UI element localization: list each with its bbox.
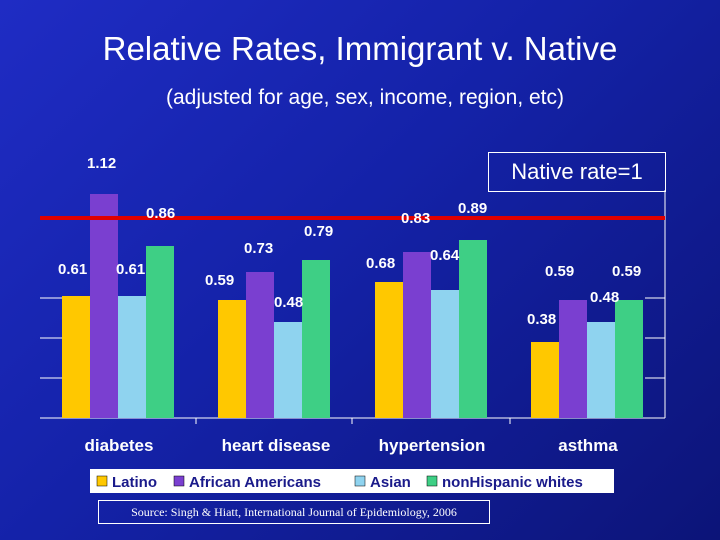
legend-swatch: [173, 475, 185, 487]
slide-subtitle: (adjusted for age, sex, income, region, …: [165, 86, 565, 109]
bar: [459, 240, 487, 418]
slide-title: Relative Rates, Immigrant v. Native: [102, 30, 618, 67]
data-label: 0.61: [58, 261, 87, 278]
data-label: 0.59: [545, 263, 574, 280]
legend-swatch: [96, 475, 108, 487]
chart-category-labels: diabetes heart disease hypertension asthma: [85, 436, 619, 455]
bar: [615, 300, 643, 418]
legend-label: nonHispanic whites: [442, 474, 583, 491]
legend-label: Asian: [370, 474, 411, 491]
bar: [274, 322, 302, 418]
bar: [587, 322, 615, 418]
category-label: heart disease: [222, 436, 331, 455]
bar: [302, 260, 330, 418]
native-rate-note: Native rate=1: [488, 152, 666, 192]
data-label: 0.59: [612, 263, 641, 280]
legend-swatch: [426, 475, 438, 487]
bar: [403, 252, 431, 418]
data-label: 0.68: [366, 255, 395, 272]
data-label: 0.61: [116, 261, 145, 278]
bar: [375, 282, 403, 418]
bar: [431, 290, 459, 418]
chart-bars: [62, 194, 643, 418]
data-label: 0.59: [205, 272, 234, 289]
chart-legend: Latino African Americans Asian nonHispanic …: [90, 469, 614, 493]
category-label: diabetes: [85, 436, 154, 455]
legend-label: African Americans: [189, 474, 321, 491]
data-label: 0.64: [430, 247, 460, 264]
chart-value-labels: 0.61 1.12 0.61 0.86 0.59 0.73 0.48 0.79 0.68 0.83…: [58, 155, 641, 328]
data-label: 0.48: [590, 289, 619, 306]
data-label: 0.86: [146, 205, 175, 222]
data-label: 0.48: [274, 294, 303, 311]
bar: [531, 342, 559, 418]
bar: [246, 272, 274, 418]
data-label: 0.79: [304, 223, 333, 240]
data-label: 0.89: [458, 200, 487, 217]
bar: [146, 246, 174, 418]
data-label: 0.83: [401, 210, 430, 227]
category-label: asthma: [558, 436, 618, 455]
bar: [218, 300, 246, 418]
bar: [118, 296, 146, 418]
data-label: 0.38: [527, 311, 556, 328]
source-citation: Source: Singh & Hiatt, International Jou…: [98, 500, 490, 524]
data-label: 1.12: [87, 155, 116, 172]
legend-swatch: [354, 475, 366, 487]
category-label: hypertension: [379, 436, 486, 455]
bar: [90, 194, 118, 418]
bar: [559, 300, 587, 418]
bar: [62, 296, 90, 418]
legend-label: Latino: [112, 474, 157, 491]
data-label: 0.73: [244, 240, 273, 257]
